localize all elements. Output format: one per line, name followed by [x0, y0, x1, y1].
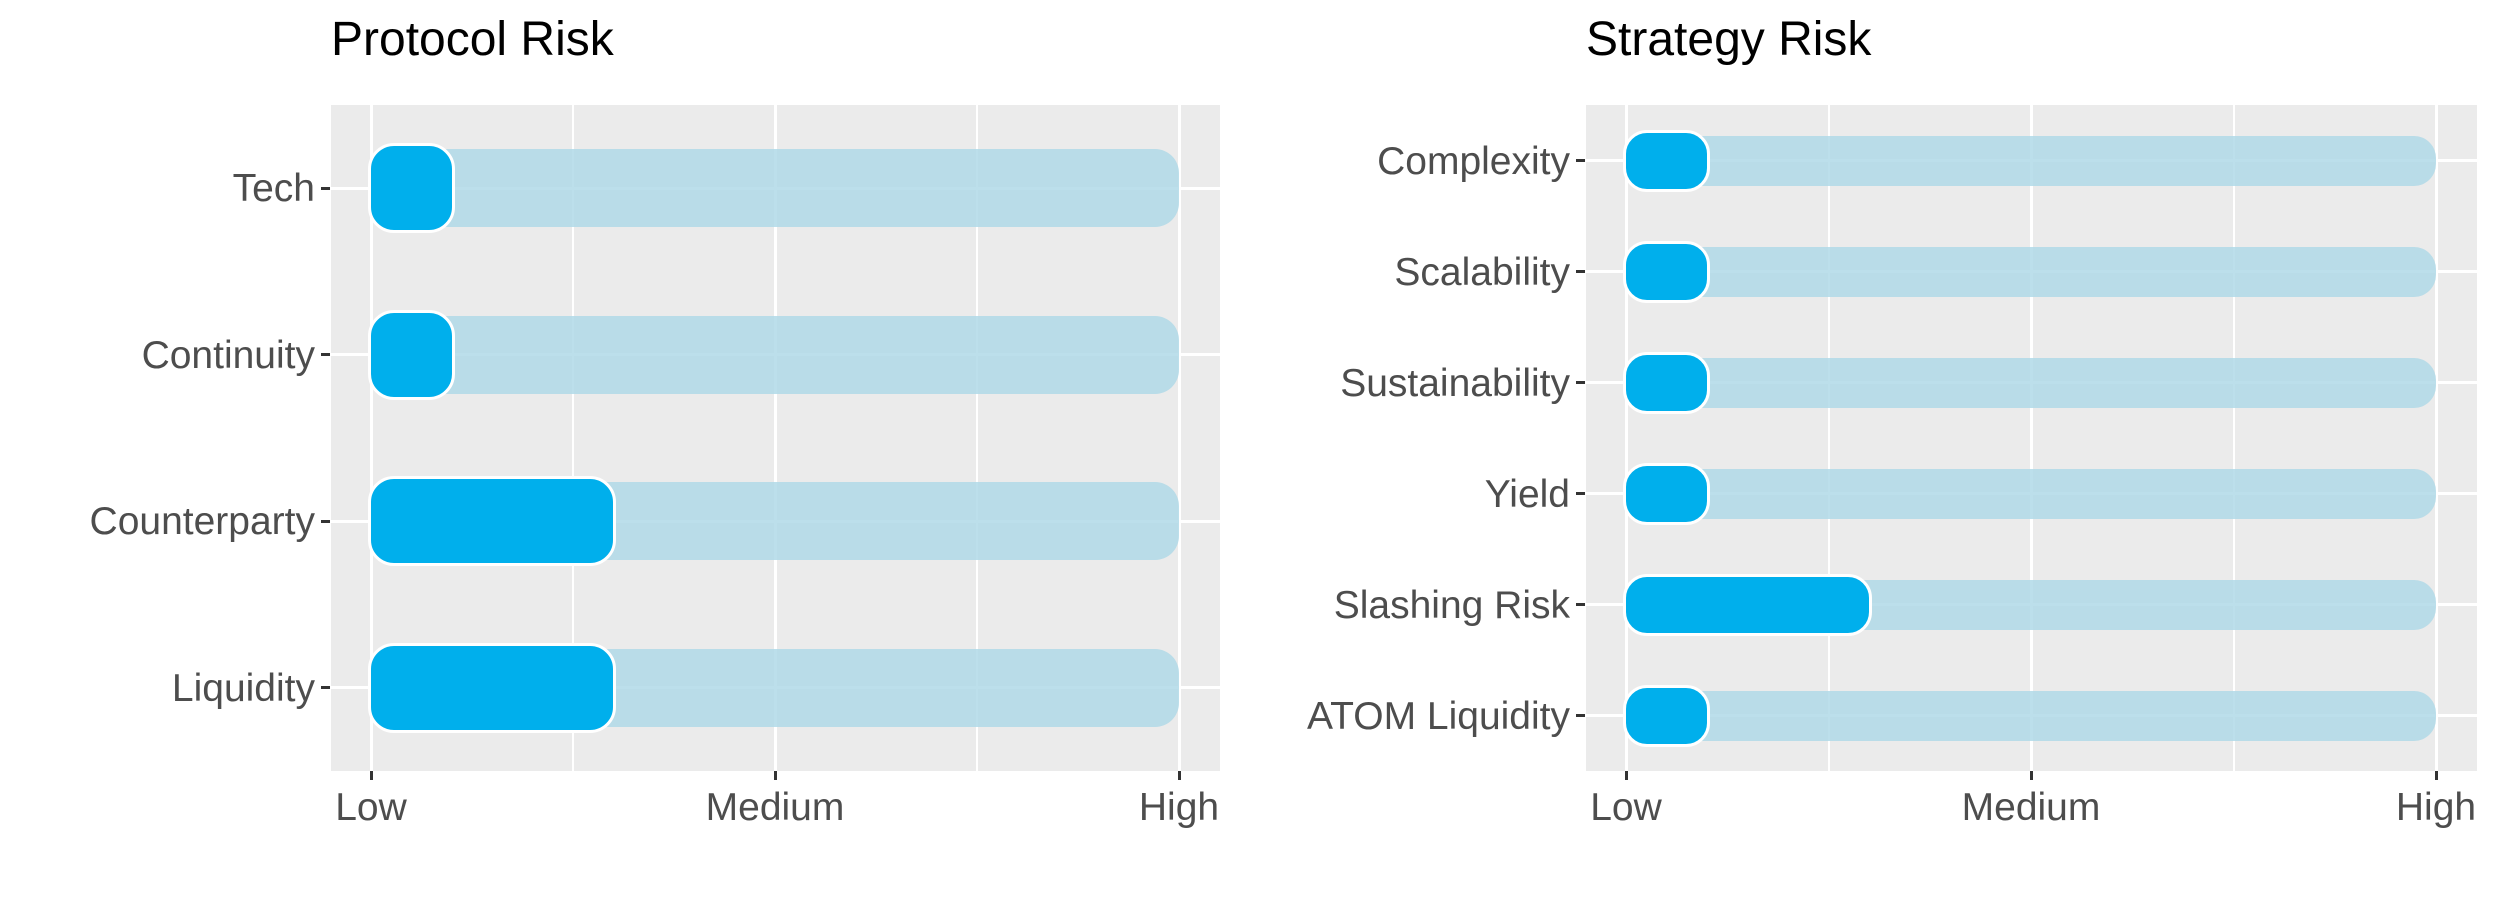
x-tick-label: High	[2395, 786, 2477, 829]
gridline-vertical	[2434, 105, 2438, 771]
category-label: Slashing Risk	[1333, 583, 1570, 627]
x-axis-tick	[369, 771, 373, 780]
risk-bar-fill	[1623, 573, 1872, 636]
y-axis-tick	[1576, 159, 1585, 162]
risk-bar-fill	[1623, 351, 1710, 414]
risk-bar-track	[371, 315, 1179, 394]
category-label: Yield	[1484, 472, 1570, 516]
strategy-risk-chart: Strategy Risk Complexity Scalability Susta…	[1250, 0, 2500, 900]
risk-bar-track	[1626, 135, 2436, 186]
x-tick-label: High	[1138, 786, 1220, 829]
y-axis-tick	[321, 519, 330, 523]
gridline-vertical	[773, 105, 777, 771]
category-label: Liquidity	[171, 666, 315, 710]
category-label: Complexity	[1377, 139, 1570, 183]
category-label: Tech	[232, 167, 315, 211]
gridline-vertical	[1624, 105, 1628, 771]
risk-bar-track	[1626, 468, 2436, 519]
y-axis-tick	[321, 186, 330, 190]
risk-bar-fill	[368, 143, 455, 234]
risk-bar-fill	[368, 642, 617, 733]
gridline-vertical	[2232, 105, 2235, 771]
y-axis-tick	[1576, 603, 1585, 606]
y-axis-tick	[1576, 270, 1585, 273]
x-axis-tick	[2434, 771, 2438, 780]
gridline-vertical	[369, 105, 373, 771]
y-axis-tick	[321, 353, 330, 357]
risk-bar-track	[1626, 690, 2436, 741]
risk-bar-fill	[368, 476, 617, 567]
x-tick-label: Medium	[705, 786, 845, 829]
gridline-vertical	[572, 105, 574, 771]
plot-panel	[1586, 105, 2477, 771]
x-axis-tick	[2029, 771, 2033, 780]
gridline-vertical	[2029, 105, 2033, 771]
x-tick-label: Low	[335, 786, 407, 829]
plot-panel	[331, 105, 1220, 771]
x-tick-label: Low	[1590, 786, 1662, 829]
category-label: Continuity	[141, 333, 315, 377]
x-axis-tick	[1624, 771, 1628, 780]
risk-bar-fill	[1623, 240, 1710, 303]
risk-bar-fill	[1623, 462, 1710, 525]
y-axis-tick	[1576, 381, 1585, 384]
category-label: Counterparty	[89, 500, 315, 544]
gridline-vertical	[1827, 105, 1830, 771]
y-axis-tick	[1576, 714, 1585, 717]
risk-bar-track	[1626, 357, 2436, 408]
x-axis-tick	[773, 771, 777, 780]
x-axis-tick	[1177, 771, 1181, 780]
risk-bar-fill	[1623, 129, 1710, 192]
category-label: ATOM Liquidity	[1307, 694, 1570, 738]
protocol-risk-chart: Protocol Risk Tech Continuity Counterparty…	[89, 13, 1220, 829]
chart-title-protocol-risk: Protocol Risk	[331, 13, 614, 66]
category-label: Scalability	[1394, 250, 1570, 294]
risk-bar-track	[1626, 246, 2436, 297]
y-axis-tick	[321, 686, 330, 690]
chart-title-strategy-risk: Strategy Risk	[1586, 13, 1872, 66]
category-label: Sustainability	[1340, 361, 1570, 405]
risk-bar-fill	[1623, 684, 1710, 747]
gridline-vertical	[1177, 105, 1181, 771]
gridline-vertical	[976, 105, 978, 771]
x-tick-label: Medium	[1961, 786, 2101, 829]
risk-bar-fill	[368, 309, 455, 400]
risk-bar-track	[371, 149, 1179, 228]
y-axis-tick	[1576, 492, 1585, 495]
